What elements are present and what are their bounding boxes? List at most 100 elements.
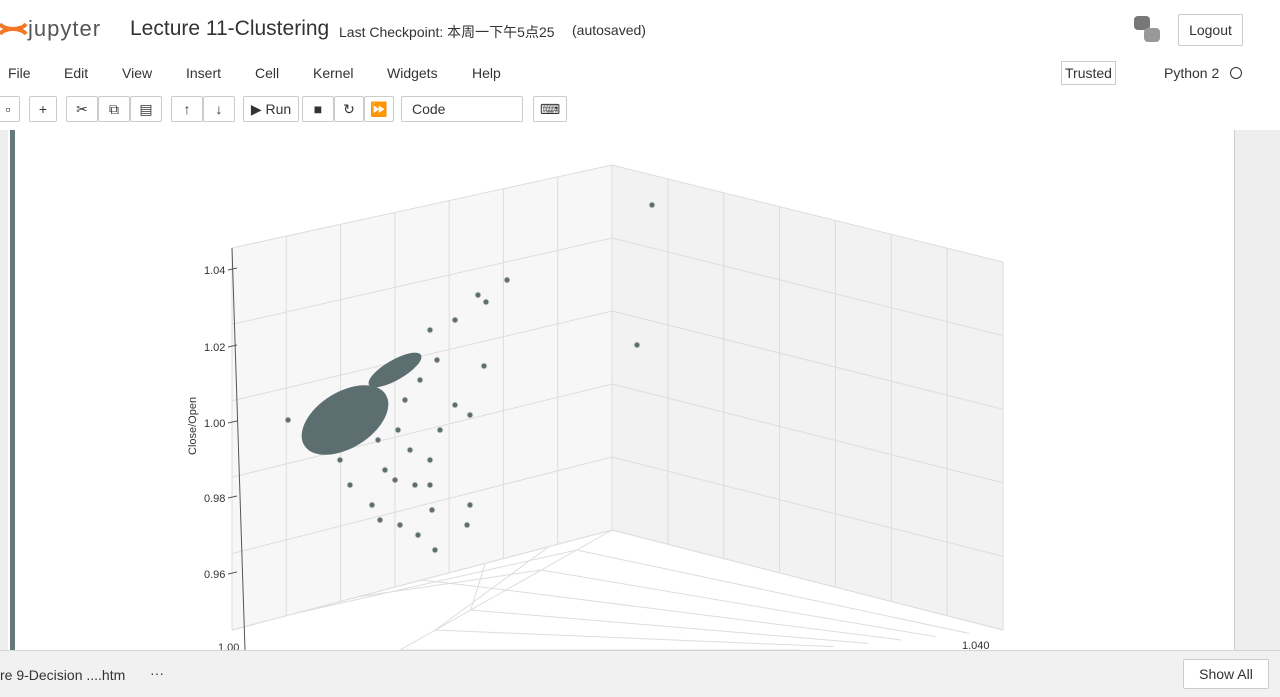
point-cluster — [368, 352, 422, 388]
menu-item[interactable]: Cell — [255, 65, 280, 81]
menu-item[interactable]: Help — [472, 65, 501, 81]
restart-button[interactable]: ↻ — [334, 96, 364, 122]
menu-item[interactable]: Kernel — [313, 65, 354, 81]
grid-line — [470, 609, 868, 644]
x-tick-label: 1.00 — [218, 642, 239, 650]
move-down-button[interactable]: ↓ — [203, 96, 235, 122]
download-file[interactable]: re 9-Decision ....htm — [0, 667, 126, 683]
logout-button[interactable]: Logout — [1178, 14, 1243, 46]
z-tick-label: 0.96 — [204, 569, 225, 581]
point — [503, 276, 511, 284]
kernel-name: Python 2 — [1164, 65, 1220, 81]
paste-button[interactable]: ▤ — [130, 96, 162, 122]
autosaved: (autosaved) — [572, 22, 646, 38]
point — [396, 521, 404, 529]
menu-item[interactable]: View — [122, 65, 153, 81]
scatter-3d: 1.04 1.02 1.00 0.98 0.96 Close/Open 1.00 1.040 — [187, 164, 1004, 650]
back-pane — [232, 165, 612, 630]
point — [482, 298, 490, 306]
point — [480, 362, 488, 370]
z-tick — [227, 495, 238, 499]
cell-type: Code — [412, 101, 446, 117]
notebook-title[interactable]: Lecture 11-Clustering — [130, 17, 330, 40]
checkpoint: Last Checkpoint: 本周一下午5点25 — [339, 24, 555, 40]
logo-icon — [0, 22, 28, 36]
copy-button[interactable]: ⧉ — [98, 96, 130, 122]
axis-line — [231, 247, 246, 650]
grid-line — [576, 549, 970, 634]
grid-line — [231, 456, 1004, 557]
z-tick-label: 1.04 — [204, 265, 225, 277]
save-button[interactable]: ▫ — [0, 96, 20, 122]
grid-line — [231, 237, 1004, 337]
show-all-button[interactable]: Show All — [1183, 659, 1269, 689]
point — [466, 501, 474, 509]
point-cluster — [301, 385, 389, 455]
point — [648, 201, 656, 209]
move-up-button[interactable]: ↑ — [171, 96, 203, 122]
z-tick — [227, 344, 238, 348]
point — [451, 401, 459, 409]
cell-marker — [10, 130, 15, 650]
grid-line — [505, 589, 902, 641]
z-tick-label: 1.00 — [204, 418, 225, 430]
menu-item[interactable]: Edit — [64, 65, 89, 81]
download-bar: re 9-Decision ....htm ··· Show All — [0, 650, 1280, 697]
point — [451, 316, 459, 324]
point — [474, 291, 482, 299]
point — [414, 531, 422, 539]
run-button[interactable]: ▶ Run — [243, 96, 299, 122]
logo-text: jupyter — [28, 16, 102, 41]
run-label: Run — [265, 101, 292, 117]
run-all-button[interactable]: ⏩ — [364, 96, 394, 122]
grid-line — [231, 164, 1004, 263]
header: jupyter Lecture 11-Clustering Last Check… — [0, 0, 1280, 58]
z-tick — [227, 571, 238, 575]
point — [368, 501, 376, 509]
point — [406, 446, 414, 454]
grid-line — [541, 569, 936, 638]
grid-line — [611, 529, 1004, 631]
point — [336, 456, 344, 464]
point — [416, 376, 424, 384]
cell-type-select[interactable]: Code — [401, 96, 523, 122]
point — [426, 456, 434, 464]
menu-item[interactable]: Widgets — [387, 65, 438, 81]
z-tick — [227, 267, 238, 271]
point — [381, 466, 389, 474]
point — [346, 481, 354, 489]
y-tick-label: 1.040 — [962, 640, 990, 650]
point — [411, 481, 419, 489]
point — [374, 436, 382, 444]
cut-button[interactable]: ✂ — [66, 96, 98, 122]
menu-item[interactable]: File — [8, 65, 31, 81]
grid-line — [435, 546, 549, 631]
download-more[interactable]: ··· — [150, 665, 164, 681]
point — [463, 521, 471, 529]
menu-item[interactable]: Insert — [186, 65, 222, 81]
menu-bar: File Edit View Insert Cell Kernel Widgets Help T… — [0, 58, 1280, 90]
point — [426, 481, 434, 489]
python-logo — [1134, 16, 1160, 42]
insert-button[interactable]: + — [29, 96, 57, 122]
z-tick-label: 1.02 — [204, 342, 225, 354]
back-pane — [612, 165, 1003, 630]
grid-line — [231, 310, 1004, 410]
grid-line — [399, 529, 613, 650]
trusted-indicator[interactable]: Trusted — [1061, 61, 1116, 85]
point — [428, 506, 436, 514]
point — [376, 516, 384, 524]
point — [433, 356, 441, 364]
point — [431, 546, 439, 554]
grid-line — [435, 629, 834, 648]
point — [633, 341, 641, 349]
keyboard-button[interactable]: ⌨ — [533, 96, 567, 122]
point — [284, 416, 292, 424]
z-tick-label: 0.98 — [204, 493, 225, 505]
point — [436, 426, 444, 434]
stop-button[interactable]: ■ — [302, 96, 334, 122]
toolbar: ▫ + ✂ ⧉ ▤ ↑ ↓ ▶ Run ■ ↻ ⏩ Code ⌨ — [0, 94, 1280, 128]
point — [466, 411, 474, 419]
point — [391, 476, 399, 484]
